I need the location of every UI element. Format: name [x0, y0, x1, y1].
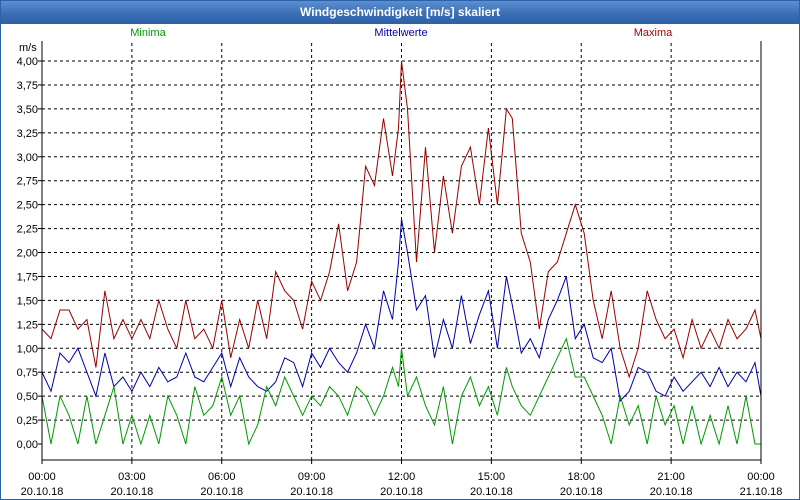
y-tick-label: 2,50: [17, 200, 38, 212]
x-tick-time: 21:00: [657, 471, 685, 483]
y-tick-label: 2,25: [17, 224, 38, 236]
x-tick-date: 21.10.18: [740, 486, 783, 498]
y-tick-label: 3,00: [17, 152, 38, 164]
series-line-mean: [41, 218, 762, 402]
x-tick-time: 15:00: [478, 471, 506, 483]
y-tick-label: 1,75: [17, 271, 38, 283]
y-tick-label: 0,50: [17, 391, 38, 403]
x-tick-time: 00:00: [747, 471, 775, 483]
y-axis-label: m/s: [19, 42, 37, 54]
y-tick-label: 3,50: [17, 104, 38, 116]
series-line-max: [41, 60, 762, 379]
x-tick-date: 20.10.18: [380, 486, 423, 498]
y-tick-label: 4,00: [17, 56, 38, 68]
y-tick-label: 0,00: [17, 439, 38, 451]
y-tick-label: 1,25: [17, 319, 38, 331]
x-tick-date: 20.10.18: [470, 486, 513, 498]
y-tick-label: 3,25: [17, 128, 38, 140]
x-tick-date: 20.10.18: [110, 486, 153, 498]
window-title: Windgeschwindigkeit [m/s] skaliert: [1, 1, 799, 24]
x-tick-date: 20.10.18: [200, 486, 243, 498]
x-tick-time: 09:00: [298, 471, 326, 483]
y-tick-label: 2,00: [17, 248, 38, 260]
y-tick-label: 3,75: [17, 80, 38, 92]
legend-minima: Minima: [130, 27, 166, 39]
x-tick-time: 06:00: [208, 471, 236, 483]
x-tick-time: 00:00: [28, 471, 56, 483]
axes: 0,00 0,25 0,50 0,75 1,00 1,25 1,50 1,75 2,00 2,25…: [17, 41, 783, 498]
grid: [42, 43, 761, 460]
x-tick-time: 03:00: [118, 471, 146, 483]
y-tick-label: 0,25: [17, 415, 38, 427]
x-tick-date: 20.10.18: [290, 486, 333, 498]
x-tick-date: 20.10.18: [21, 486, 64, 498]
series-line-min: [41, 337, 761, 446]
y-tick-label: 1,50: [17, 295, 38, 307]
y-tick-label: 0,75: [17, 367, 38, 379]
legend-maxima: Maxima: [634, 27, 673, 39]
x-tick-date: 20.10.18: [650, 486, 693, 498]
x-tick-date: 20.10.18: [560, 486, 603, 498]
x-tick-time: 18:00: [567, 471, 595, 483]
legend-mittelwerte: Mittelwerte: [374, 27, 427, 39]
y-tick-label: 1,00: [17, 343, 38, 355]
x-tick-time: 12:00: [388, 471, 416, 483]
series-layer: [41, 60, 762, 446]
y-tick-label: 2,75: [17, 176, 38, 188]
